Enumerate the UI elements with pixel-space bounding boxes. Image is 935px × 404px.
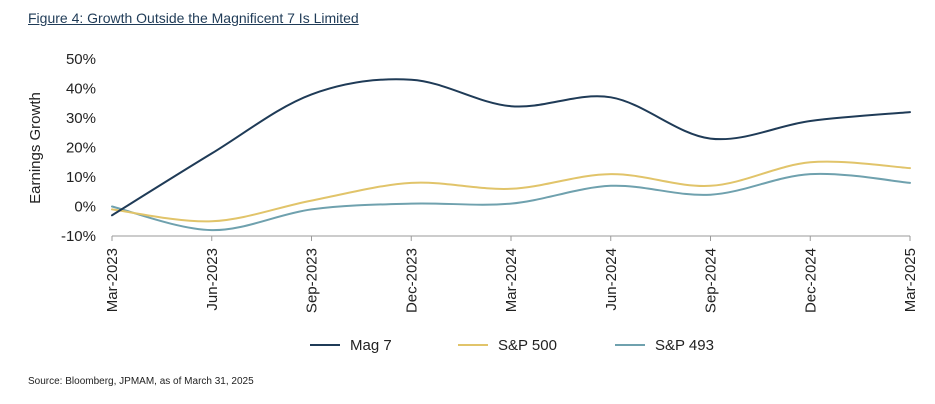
x-tick-label: Dec-2023 xyxy=(403,248,420,313)
y-tick-label: 30% xyxy=(66,110,96,127)
y-tick-label: 50% xyxy=(66,51,96,68)
series-line-s-p-500 xyxy=(111,160,911,223)
x-tick-label: Jun-2024 xyxy=(603,248,620,311)
y-axis-title: Earnings Growth xyxy=(27,92,44,204)
x-tick-label: Dec-2024 xyxy=(802,248,819,313)
x-tick-label: Jun-2023 xyxy=(204,248,221,311)
source-note: Source: Bloomberg, JPMAM, as of March 31… xyxy=(28,376,254,387)
x-tick-label: Mar-2025 xyxy=(902,248,919,312)
series-layer xyxy=(111,78,911,232)
y-tick-label: 0% xyxy=(74,199,96,216)
x-tick-label: Sep-2024 xyxy=(703,248,720,313)
x-tick-label: Mar-2023 xyxy=(104,248,121,312)
legend-label-mag-7: Mag 7 xyxy=(350,337,392,354)
y-tick-label: -10% xyxy=(61,228,96,245)
x-axis: Mar-2023 Jun-2023 Sep-2023 Dec-2023 Mar-2024… xyxy=(104,235,919,313)
y-tick-label: 20% xyxy=(66,140,96,157)
y-axis: Earnings Growth -10% 0% 10% 20% 30% 40% 50% xyxy=(27,51,96,245)
series-line-s-p-493 xyxy=(111,172,911,232)
x-tick-label: Sep-2023 xyxy=(304,248,321,313)
legend-label-s-p-493: S&P 493 xyxy=(655,337,714,354)
legend: Mag 7 S&P 500 S&P 493 xyxy=(310,337,714,354)
y-tick-label: 40% xyxy=(66,81,96,98)
legend-label-s-p-500: S&P 500 xyxy=(498,337,557,354)
series-line-mag-7 xyxy=(111,78,911,217)
x-tick-label: Mar-2024 xyxy=(503,248,520,312)
y-tick-label: 10% xyxy=(66,169,96,186)
figure-title: Figure 4: Growth Outside the Magnificent… xyxy=(28,10,359,26)
